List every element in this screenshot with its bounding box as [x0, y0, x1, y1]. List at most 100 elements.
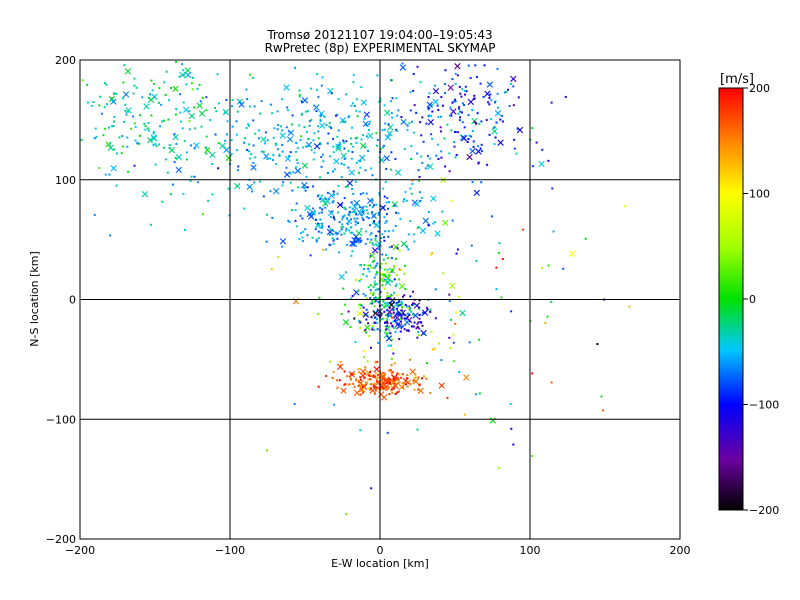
data-point-582: [426, 164, 429, 167]
data-point-360: [303, 187, 306, 190]
data-point-1293: [407, 313, 410, 316]
data-point-525: [422, 140, 425, 143]
data-point-1537: [377, 373, 380, 376]
data-point-1166: [391, 338, 394, 341]
data-point-627: [457, 131, 460, 134]
data-point-670: [469, 76, 472, 79]
data-point-340: [468, 134, 471, 137]
data-point-63: [182, 101, 185, 104]
data-point-416: [342, 139, 345, 142]
data-point-497: [409, 91, 412, 94]
data-point-461: [217, 167, 220, 170]
data-point-1606: [584, 237, 587, 240]
data-point-310: [274, 142, 277, 145]
data-point-274: [337, 129, 340, 132]
data-point-1461: [336, 386, 339, 389]
data-point-491: [281, 129, 284, 132]
data-point-1701: [459, 309, 466, 317]
data-point-1215: [362, 292, 365, 295]
data-point-295: [269, 103, 272, 106]
data-point-280: [205, 152, 208, 155]
data-point-240: [300, 99, 303, 102]
data-point-422: [254, 132, 257, 135]
data-point-228: [175, 108, 178, 111]
data-point-415: [375, 132, 378, 135]
data-point-694: [400, 116, 403, 119]
data-point-983: [373, 204, 376, 207]
data-point-546: [395, 128, 398, 131]
data-point-1362: [402, 313, 405, 316]
data-point-141: [259, 112, 262, 115]
data-point-1139: [388, 304, 391, 307]
data-point-1220: [374, 239, 377, 242]
data-point-1686: [531, 372, 534, 375]
data-point-1449: [365, 382, 368, 385]
data-point-200: [198, 83, 201, 86]
data-point-1459: [409, 358, 412, 361]
data-point-210: [133, 122, 136, 125]
data-point-1647: [418, 299, 421, 302]
data-point-1424: [401, 373, 404, 376]
data-point-1355: [429, 308, 432, 311]
data-point-656: [499, 118, 502, 121]
data-point-1073: [363, 350, 366, 353]
data-point-384: [182, 192, 185, 195]
data-point-575: [333, 193, 336, 196]
data-point-1130: [372, 293, 375, 296]
data-point-538: [363, 111, 371, 118]
data-point-1259: [400, 309, 403, 312]
data-point-932: [343, 214, 346, 217]
data-point-1512: [361, 390, 364, 393]
data-point-1582: [385, 388, 388, 391]
data-point-132: [181, 127, 184, 130]
data-point-1027: [304, 228, 307, 231]
data-point-668: [478, 122, 481, 125]
data-point-260: [287, 155, 290, 158]
data-point-1278: [354, 341, 357, 344]
data-point-830: [332, 242, 335, 245]
data-point-72: [33, 147, 39, 153]
data-point-746: [409, 109, 412, 112]
data-point-1045: [390, 293, 393, 296]
data-point-1091: [382, 280, 385, 283]
data-point-859: [378, 220, 381, 223]
data-point-1585: [376, 386, 379, 389]
data-point-1372: [393, 316, 396, 319]
data-point-1597: [433, 347, 436, 350]
data-point-329: [246, 148, 249, 151]
data-point-211: [214, 133, 217, 136]
data-point-1541: [414, 376, 417, 379]
data-point-173: [179, 120, 182, 123]
data-point-81: [167, 118, 170, 121]
data-point-467: [340, 152, 347, 159]
data-point-1627: [333, 403, 336, 406]
data-point-949: [371, 242, 374, 245]
data-point-1219: [396, 319, 399, 322]
data-point-1120: [384, 314, 387, 317]
data-point-392: [319, 113, 322, 116]
data-point-1349: [372, 310, 379, 317]
data-point-51: [148, 129, 151, 132]
data-point-618: [444, 69, 447, 72]
data-point-140: [225, 98, 228, 101]
data-point-1420: [353, 389, 361, 396]
data-point-1626: [419, 227, 427, 234]
data-point-1604: [321, 248, 324, 251]
data-point-616: [488, 103, 491, 106]
data-point-760: [439, 130, 442, 133]
data-point-803: [394, 225, 397, 228]
data-point-1621: [596, 343, 599, 346]
data-point-1043: [363, 356, 366, 359]
data-point-242: [281, 143, 284, 146]
data-point-877: [294, 219, 297, 222]
data-point-915: [336, 237, 339, 240]
data-point-1310: [351, 295, 354, 298]
data-point-1414: [359, 387, 362, 390]
data-point-1017: [359, 205, 366, 212]
data-point-213: [92, 101, 95, 104]
data-point-1080: [372, 297, 375, 300]
data-point-957: [378, 245, 381, 248]
data-point-854: [378, 192, 381, 195]
data-point-989: [367, 212, 370, 215]
data-point-560: [335, 114, 338, 117]
